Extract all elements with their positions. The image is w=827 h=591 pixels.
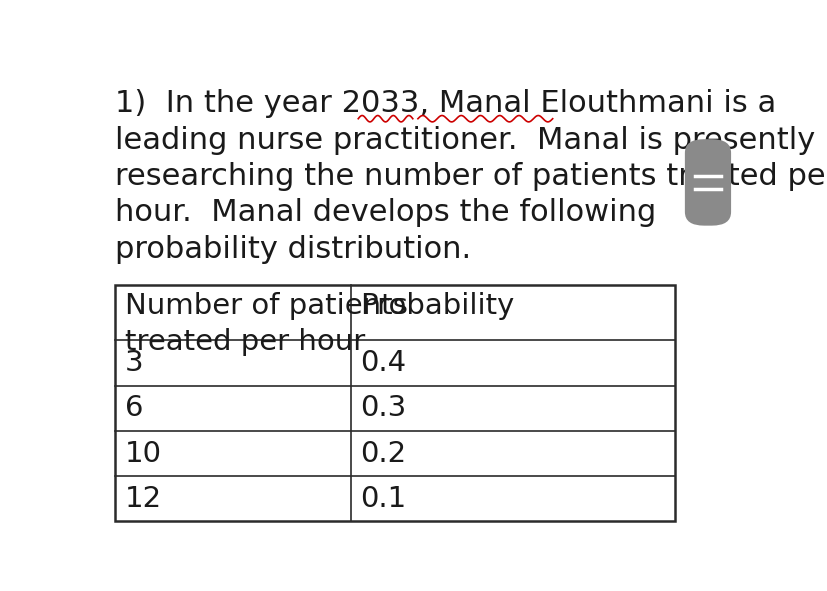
Text: leading nurse practitioner.  Manal is presently: leading nurse practitioner. Manal is pre… <box>115 125 815 154</box>
Text: hour.  Manal develops the following: hour. Manal develops the following <box>115 199 656 228</box>
Text: 10: 10 <box>125 440 161 467</box>
Text: 0.1: 0.1 <box>360 485 406 513</box>
Text: 3: 3 <box>125 349 143 377</box>
Text: probability distribution.: probability distribution. <box>115 235 471 264</box>
Text: researching the number of patients treated per: researching the number of patients treat… <box>115 162 827 191</box>
Text: 0.2: 0.2 <box>360 440 406 467</box>
Text: 6: 6 <box>125 394 143 423</box>
Text: 0.4: 0.4 <box>360 349 406 377</box>
Bar <box>115 285 674 521</box>
Text: Probability: Probability <box>360 291 514 320</box>
Text: 0.3: 0.3 <box>360 394 406 423</box>
Text: Number of patients
treated per hour: Number of patients treated per hour <box>125 291 407 356</box>
Text: 12: 12 <box>125 485 161 513</box>
Text: 1)  In the year 2033, Manal Elouthmani is a: 1) In the year 2033, Manal Elouthmani is… <box>115 89 776 118</box>
FancyBboxPatch shape <box>684 139 730 226</box>
